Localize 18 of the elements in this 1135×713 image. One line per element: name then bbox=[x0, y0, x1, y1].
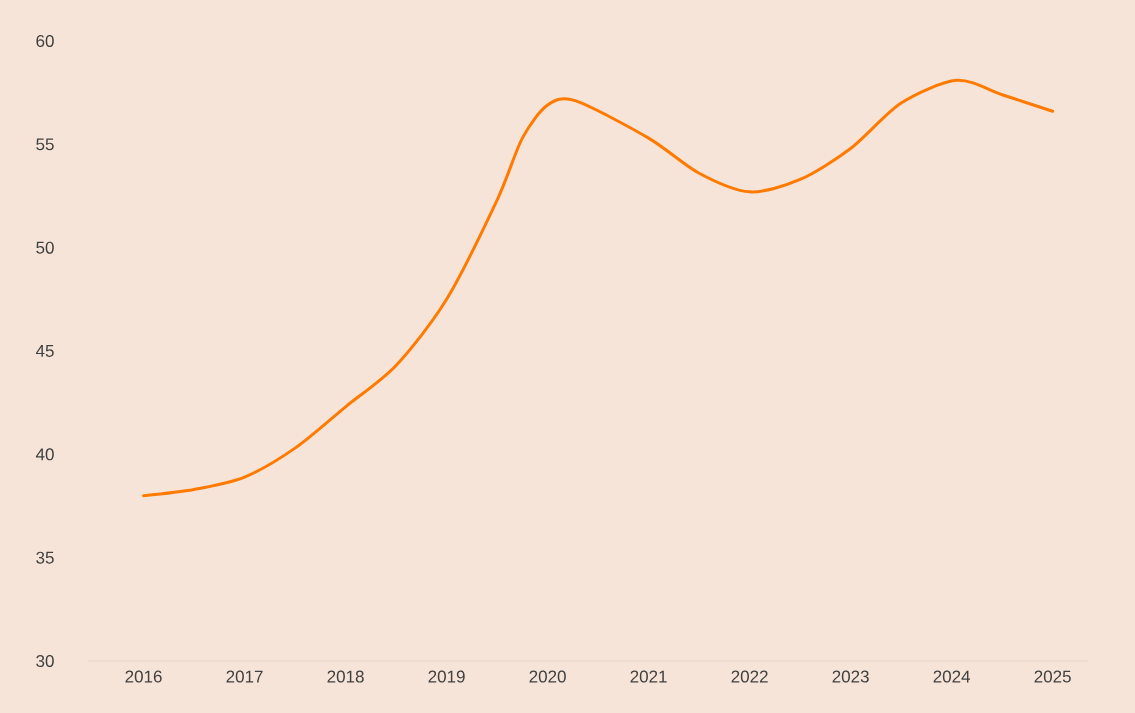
x-tick-label: 2021 bbox=[630, 670, 667, 683]
x-tick-label: 2017 bbox=[226, 670, 263, 683]
x-tick-label: 2018 bbox=[327, 670, 364, 683]
x-tick-label: 2024 bbox=[933, 670, 971, 683]
y-tick-label: 45 bbox=[35, 345, 54, 357]
line-series bbox=[142, 78, 1055, 498]
y-tick-label: 35 bbox=[36, 551, 54, 564]
x-tick-label: 2025 bbox=[1034, 670, 1071, 683]
y-tick-label: 60 bbox=[36, 34, 54, 48]
y-tick-label: 30 bbox=[36, 654, 54, 668]
x-tick-label: 2023 bbox=[832, 670, 869, 683]
y-tick-label: 55 bbox=[36, 138, 54, 151]
x-tick-label: 2016 bbox=[125, 670, 162, 683]
x-tick-label: 2022 bbox=[731, 670, 768, 683]
x-tick-label: 2019 bbox=[428, 670, 465, 683]
y-tick-label: 40 bbox=[35, 448, 54, 461]
y-tick-label: 50 bbox=[36, 241, 54, 254]
x-tick-label: 2020 bbox=[529, 670, 566, 683]
